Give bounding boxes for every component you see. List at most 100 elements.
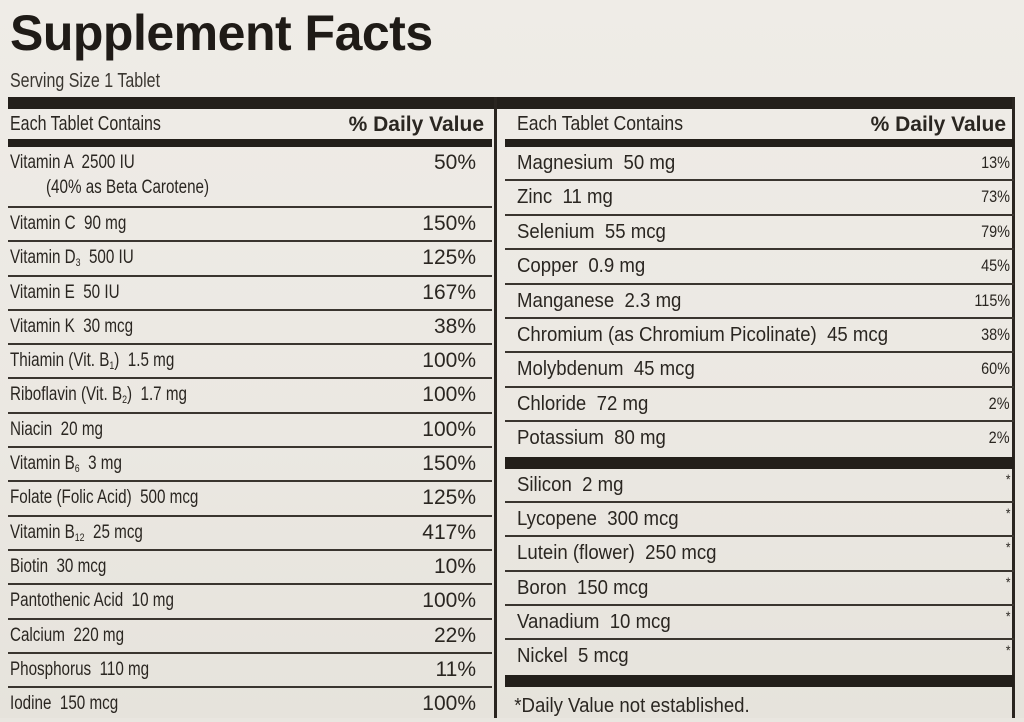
nutrient-row: Calcium 220 mg 22%: [8, 620, 492, 654]
daily-value: 2%: [989, 393, 1010, 413]
nutrient-row: Selenium 55 mcg 79%: [505, 216, 1014, 251]
nutrient-row: Manganese 2.3 mg 115%: [505, 285, 1014, 319]
nutrient-row: Vitamin K 30 mcg 38%: [8, 311, 492, 346]
daily-value: 45%: [981, 256, 1010, 276]
header-prefix: Each Tablet: [10, 113, 98, 135]
nutrient-name-text: Iodine 150 mcg: [10, 693, 119, 715]
nutrient-name-text: Vitamin K 30 mcg: [10, 315, 134, 337]
nutrient-name: Potassium 80 mg: [517, 427, 666, 450]
nutrient-name-text: Riboflavin (Vit. B: [10, 384, 123, 406]
nutrient-name-text: Phosphorus 110 mg: [10, 658, 150, 680]
daily-value: *: [1005, 573, 1010, 590]
nutrient-name: Vitamin A 2500 IU: [10, 152, 135, 174]
footnote-divider-bar: [505, 674, 1014, 687]
nutrient-name-text: Folate (Folic Acid) 500 mcg: [10, 487, 199, 509]
daily-value: 22%: [433, 623, 476, 647]
daily-value: 167%: [422, 280, 476, 304]
nutrient-name: Copper 0.9 mg: [517, 255, 646, 278]
right-nutrient-column: Each Tablet Contains % Daily Value Magne…: [505, 109, 1014, 718]
section-divider-bar: [505, 456, 1014, 469]
daily-value: 150%: [422, 452, 476, 476]
daily-value: 73%: [981, 187, 1010, 207]
nutrient-row: Copper 0.9 mg 45%: [505, 250, 1014, 285]
daily-value: 38%: [981, 324, 1010, 344]
nutrient-row: Vitamin E 50 IU 167%: [8, 277, 492, 311]
label-title: Supplement Facts: [10, 5, 433, 61]
nutrient-name-text: Thiamin (Vit. B: [10, 350, 110, 372]
nutrient-name: Magnesium 50 mg: [517, 152, 676, 174]
serving-size: Serving Size 1 Tablet: [10, 70, 161, 92]
nutrient-name-text: Vitamin B: [10, 453, 75, 475]
nutrient-name: Niacin 20 mg: [10, 419, 103, 441]
nutrient-row: Pantothenic Acid 10 mg 100%: [8, 585, 492, 620]
nutrient-name-text: Pantothenic Acid 10 mg: [10, 590, 174, 612]
nutrient-name: Molybdenum 45 mcg: [517, 358, 695, 381]
daily-value: *: [1005, 642, 1010, 659]
subscript: 12: [74, 531, 85, 544]
right-header-label: Each Tablet Contains: [517, 113, 684, 135]
daily-value: 125%: [422, 486, 476, 510]
header-bold: Contains: [97, 113, 161, 135]
nutrient-name: Vitamin E 50 IU: [10, 282, 120, 304]
nutrient-name: Thiamin (Vit. B1) 1.5 mg: [10, 350, 174, 372]
nutrient-name: Manganese 2.3 mg: [517, 289, 682, 312]
nutrient-name: Riboflavin (Vit. B2) 1.7 mg: [10, 384, 187, 406]
nutrient-row: Folate (Folic Acid) 500 mcg 125%: [8, 482, 492, 517]
footnote: *Daily Value not established.: [514, 694, 750, 717]
subscript: 2: [122, 394, 127, 407]
right-rows: Magnesium 50 mg 13% Zinc 11 mg 73% Selenium …: [505, 147, 1014, 457]
nutrient-row: Molybdenum 45 mcg 60%: [505, 353, 1014, 388]
nutrient-name-text: Vitamin D: [10, 247, 76, 269]
daily-value: *: [1005, 504, 1010, 521]
left-column-header: Each Tablet Contains % Daily Value: [8, 109, 492, 147]
daily-value: 60%: [981, 359, 1010, 379]
nutrient-name: Chloride 72 mg: [517, 392, 649, 415]
nutrient-name-suffix: 3 mg: [79, 453, 122, 475]
daily-value: 38%: [433, 314, 476, 338]
left-header-daily-value: % Daily Value: [348, 113, 484, 136]
subscript: 6: [74, 463, 80, 476]
nutrient-row: Vitamin A 2500 IU (40% as Beta Carotene) 5…: [8, 147, 492, 208]
nutrient-name: Calcium 220 mg: [10, 625, 124, 647]
nutrient-row: Phosphorus 110 mg 11%: [8, 654, 492, 689]
nutrient-name: Selenium 55 mcg: [517, 220, 666, 243]
nutrient-row: Chromium (as Chromium Picolinate) 45 mcg…: [505, 319, 1014, 354]
nutrient-row: Vitamin D3 500 IU 125%: [8, 242, 492, 277]
daily-value: 10%: [433, 554, 476, 578]
nutrient-row: Zinc 11 mg 73%: [505, 181, 1014, 216]
nutrient-name-suffix: ) 1.5 mg: [114, 350, 175, 372]
subscript: 3: [75, 257, 81, 270]
nutrient-row: Vanadium 10 mcg *: [505, 606, 1014, 641]
daily-value: *: [1005, 470, 1010, 487]
daily-value: 125%: [422, 246, 476, 270]
nutrient-name: Lutein (flower) 250 mcg: [517, 542, 717, 565]
nutrient-row: Vitamin B6 3 mg 150%: [8, 448, 492, 483]
nutrient-name: Vanadium 10 mcg: [517, 611, 671, 634]
nutrient-row: Biotin 30 mcg 10%: [8, 551, 492, 586]
daily-value: 100%: [422, 349, 476, 373]
nutrient-note: (40% as Beta Carotene): [46, 177, 210, 198]
top-divider-bar: [8, 97, 1014, 109]
nutrient-name-suffix: ) 1.7 mg: [126, 384, 187, 406]
daily-value: 100%: [422, 383, 476, 407]
nutrient-row: Magnesium 50 mg 13%: [505, 147, 1014, 182]
right-column-header: Each Tablet Contains % Daily Value: [505, 109, 1014, 147]
nutrient-name: Chromium (as Chromium Picolinate) 45 mcg: [517, 323, 889, 346]
nutrient-name: Silicon 2 mg: [517, 473, 624, 496]
daily-value: *: [1005, 608, 1010, 625]
right-rows-no-dv: Silicon 2 mg * Lycopene 300 mcg * Lutein (fl…: [505, 469, 1014, 675]
nutrient-name: Zinc 11 mg: [517, 186, 613, 209]
nutrient-name-suffix: 25 mcg: [84, 521, 143, 543]
daily-value: 50%: [433, 151, 476, 174]
daily-value: 11%: [435, 657, 476, 681]
nutrient-row: Riboflavin (Vit. B2) 1.7 mg 100%: [8, 379, 492, 414]
nutrient-name-text: Biotin 30 mcg: [10, 555, 107, 577]
nutrient-row: Vitamin B12 25 mcg 417%: [8, 517, 492, 551]
nutrient-row: Niacin 20 mg 100%: [8, 414, 492, 449]
nutrient-name: Boron 150 mcg: [517, 576, 649, 599]
nutrient-name: Vitamin B6 3 mg: [10, 453, 122, 475]
daily-value: 79%: [981, 221, 1010, 241]
left-rows: Vitamin A 2500 IU (40% as Beta Carotene) 5…: [8, 147, 492, 722]
daily-value: 150%: [422, 212, 476, 235]
daily-value: 417%: [422, 520, 476, 544]
